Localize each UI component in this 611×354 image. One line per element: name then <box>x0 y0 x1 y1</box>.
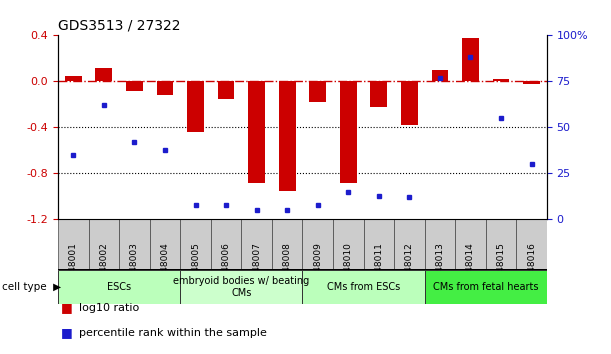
FancyBboxPatch shape <box>364 219 394 269</box>
FancyBboxPatch shape <box>58 219 89 269</box>
Bar <box>431 70 448 81</box>
FancyBboxPatch shape <box>180 270 302 304</box>
Bar <box>126 81 143 91</box>
FancyBboxPatch shape <box>394 219 425 269</box>
Text: GSM348003: GSM348003 <box>130 242 139 297</box>
Text: CMs from fetal hearts: CMs from fetal hearts <box>433 282 538 292</box>
Bar <box>95 68 112 81</box>
Text: cell type  ▶: cell type ▶ <box>2 282 61 292</box>
Text: ■: ■ <box>61 326 73 339</box>
FancyBboxPatch shape <box>486 219 516 269</box>
Text: embryoid bodies w/ beating
CMs: embryoid bodies w/ beating CMs <box>174 276 309 298</box>
FancyBboxPatch shape <box>211 219 241 269</box>
Bar <box>370 81 387 107</box>
FancyBboxPatch shape <box>302 270 425 304</box>
FancyBboxPatch shape <box>425 219 455 269</box>
Text: GSM348012: GSM348012 <box>405 242 414 297</box>
Bar <box>187 81 204 132</box>
Bar <box>156 81 174 95</box>
Text: GSM348001: GSM348001 <box>69 242 78 297</box>
FancyBboxPatch shape <box>150 219 180 269</box>
FancyBboxPatch shape <box>58 270 180 304</box>
FancyBboxPatch shape <box>516 219 547 269</box>
Bar <box>218 81 235 99</box>
Bar <box>523 81 540 84</box>
Bar <box>65 76 82 81</box>
FancyBboxPatch shape <box>119 219 150 269</box>
Text: GSM348016: GSM348016 <box>527 242 536 297</box>
FancyBboxPatch shape <box>241 219 272 269</box>
Text: GSM348008: GSM348008 <box>283 242 291 297</box>
Text: GSM348015: GSM348015 <box>497 242 505 297</box>
Bar <box>248 81 265 183</box>
FancyBboxPatch shape <box>425 270 547 304</box>
FancyBboxPatch shape <box>302 219 333 269</box>
Text: GSM348004: GSM348004 <box>161 242 169 297</box>
Text: GSM348002: GSM348002 <box>100 242 108 297</box>
Bar <box>340 81 357 183</box>
Text: GSM348005: GSM348005 <box>191 242 200 297</box>
Text: log10 ratio: log10 ratio <box>79 303 140 313</box>
Bar <box>309 81 326 102</box>
Text: GSM348013: GSM348013 <box>436 242 444 297</box>
Text: ESCs: ESCs <box>107 282 131 292</box>
FancyBboxPatch shape <box>272 219 302 269</box>
Bar <box>401 81 418 125</box>
Text: GSM348007: GSM348007 <box>252 242 261 297</box>
FancyBboxPatch shape <box>455 219 486 269</box>
Text: CMs from ESCs: CMs from ESCs <box>327 282 400 292</box>
Bar <box>279 81 296 191</box>
FancyBboxPatch shape <box>333 219 364 269</box>
FancyBboxPatch shape <box>180 219 211 269</box>
Text: GSM348014: GSM348014 <box>466 242 475 297</box>
Bar <box>462 38 479 81</box>
Bar <box>492 79 510 81</box>
Text: percentile rank within the sample: percentile rank within the sample <box>79 328 267 338</box>
Text: GSM348009: GSM348009 <box>313 242 322 297</box>
Text: GSM348006: GSM348006 <box>222 242 230 297</box>
Text: GSM348010: GSM348010 <box>344 242 353 297</box>
Text: GDS3513 / 27322: GDS3513 / 27322 <box>58 19 180 33</box>
FancyBboxPatch shape <box>89 219 119 269</box>
Text: ■: ■ <box>61 302 73 314</box>
Text: GSM348011: GSM348011 <box>375 242 383 297</box>
